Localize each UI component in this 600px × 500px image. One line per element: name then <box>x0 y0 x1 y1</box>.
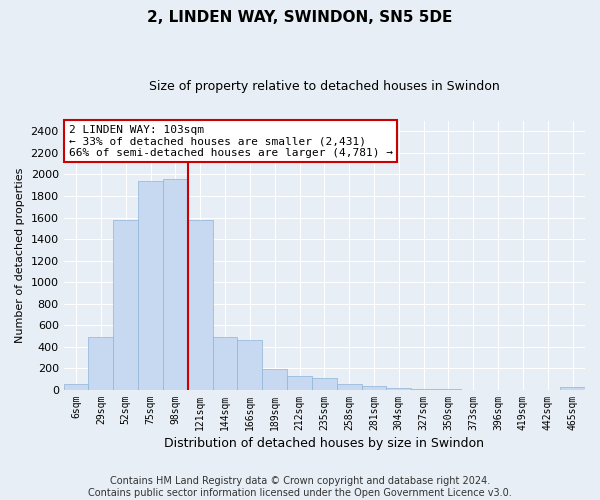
Bar <box>436 389 461 390</box>
Y-axis label: Number of detached properties: Number of detached properties <box>15 168 25 343</box>
Bar <box>113 220 138 390</box>
Bar <box>560 386 585 390</box>
Bar <box>163 178 188 390</box>
Bar <box>212 337 238 390</box>
Bar <box>337 384 362 390</box>
Bar <box>88 337 113 390</box>
Text: 2 LINDEN WAY: 103sqm
← 33% of detached houses are smaller (2,431)
66% of semi-de: 2 LINDEN WAY: 103sqm ← 33% of detached h… <box>69 124 393 158</box>
Bar <box>64 384 88 390</box>
Bar <box>188 220 212 390</box>
Bar <box>138 181 163 390</box>
X-axis label: Distribution of detached houses by size in Swindon: Distribution of detached houses by size … <box>164 437 484 450</box>
Bar <box>386 388 411 390</box>
Text: 2, LINDEN WAY, SWINDON, SN5 5DE: 2, LINDEN WAY, SWINDON, SN5 5DE <box>148 10 452 25</box>
Title: Size of property relative to detached houses in Swindon: Size of property relative to detached ho… <box>149 80 500 93</box>
Bar <box>238 340 262 390</box>
Text: Contains HM Land Registry data © Crown copyright and database right 2024.
Contai: Contains HM Land Registry data © Crown c… <box>88 476 512 498</box>
Bar <box>287 376 312 390</box>
Bar <box>312 378 337 390</box>
Bar <box>411 388 436 390</box>
Bar <box>262 369 287 390</box>
Bar <box>362 386 386 390</box>
